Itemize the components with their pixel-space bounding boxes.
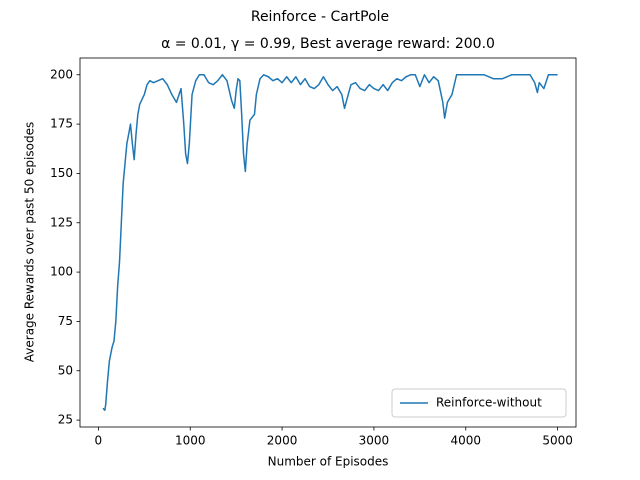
x-tick-label: 3000	[359, 434, 390, 448]
legend-label: Reinforce-without	[436, 396, 542, 410]
y-tick-label: 25	[58, 413, 73, 427]
axes-frame	[79, 57, 577, 428]
series-line	[102, 74, 558, 411]
x-tick-label: 2000	[267, 434, 298, 448]
y-tick-label: 100	[50, 265, 73, 279]
y-tick-label: 200	[50, 67, 73, 81]
x-tick-label: 0	[95, 434, 103, 448]
y-tick-label: 75	[58, 314, 73, 328]
y-tick-label: 150	[50, 166, 73, 180]
chart-title: Reinforce - CartPole	[251, 9, 389, 25]
x-tick-label: 1000	[175, 434, 206, 448]
y-tick-label: 50	[58, 363, 73, 377]
chart-subtitle: α = 0.01, γ = 0.99, Best average reward:…	[161, 36, 495, 52]
x-tick-label: 5000	[542, 434, 573, 448]
legend-box	[391, 388, 567, 418]
x-axis-label: Number of Episodes	[268, 455, 389, 469]
x-tick-label: 4000	[451, 434, 482, 448]
y-axis-label: Average Rewards over past 50 episodes	[23, 122, 37, 362]
y-tick-label: 125	[50, 215, 73, 229]
y-tick-label: 175	[50, 117, 73, 131]
